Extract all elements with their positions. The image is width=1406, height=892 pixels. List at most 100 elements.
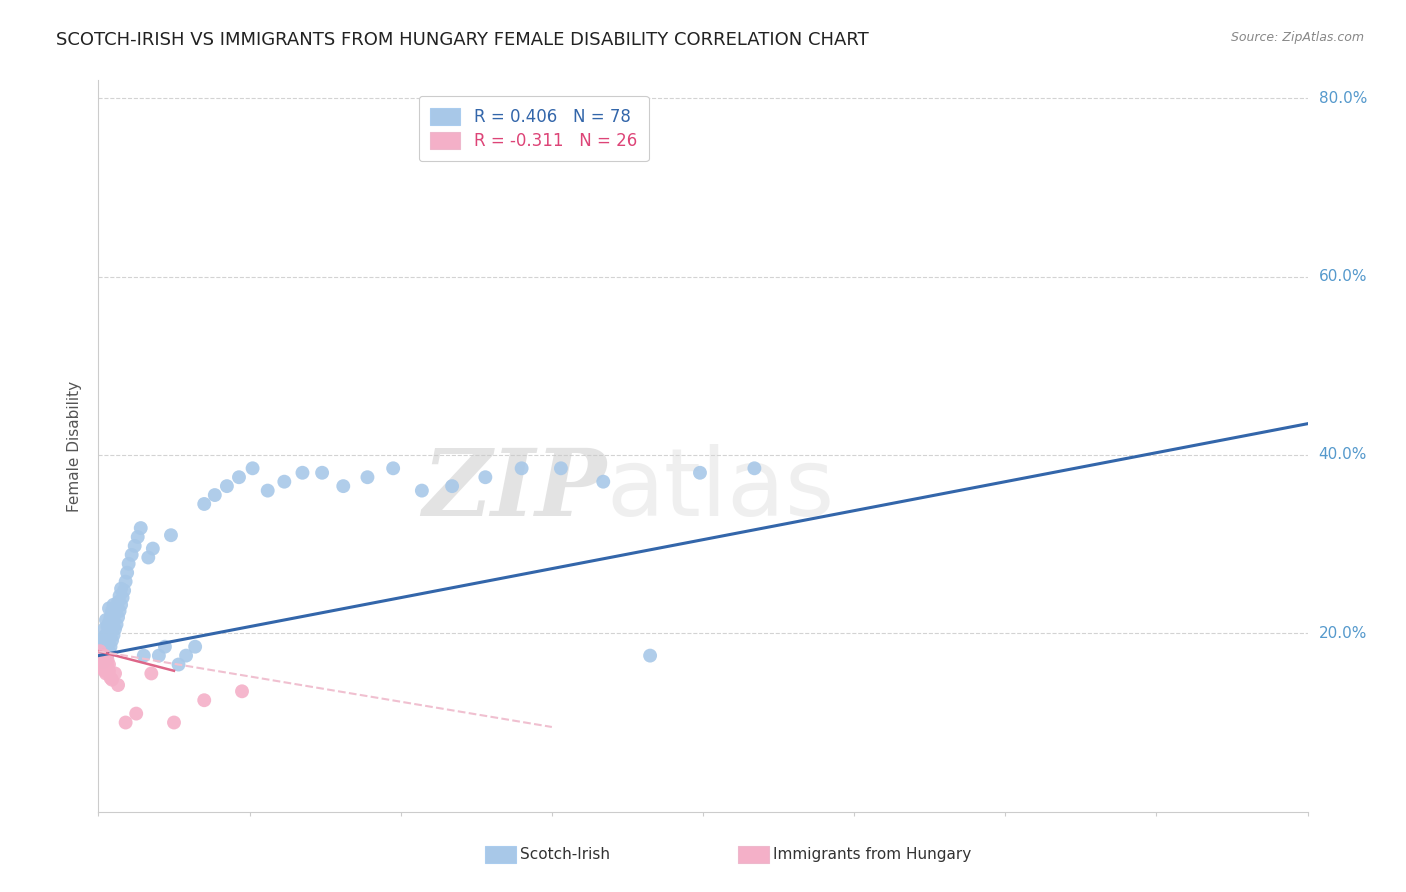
Point — [110, 582, 132, 596]
Point — [107, 595, 129, 609]
Point — [100, 610, 122, 624]
Point — [93, 622, 115, 636]
Point — [90, 648, 112, 663]
Point — [474, 470, 496, 484]
Point — [115, 566, 138, 580]
Text: 60.0%: 60.0% — [1319, 269, 1367, 284]
Point — [101, 673, 124, 687]
Point — [96, 635, 118, 649]
Point — [101, 604, 124, 618]
Point — [101, 633, 124, 648]
Point — [332, 479, 354, 493]
Text: Source: ZipAtlas.com: Source: ZipAtlas.com — [1230, 31, 1364, 45]
Point — [242, 461, 264, 475]
Point — [96, 648, 118, 662]
Text: ZIP: ZIP — [422, 445, 606, 535]
Point — [118, 557, 141, 571]
Point — [105, 601, 128, 615]
Point — [382, 461, 405, 475]
Text: 40.0%: 40.0% — [1319, 448, 1367, 462]
Point — [108, 604, 131, 618]
Point — [98, 657, 121, 672]
Point — [124, 539, 146, 553]
Point — [93, 664, 115, 678]
Point — [91, 653, 114, 667]
Point — [121, 548, 143, 562]
Point — [107, 610, 129, 624]
Point — [125, 706, 148, 721]
Point — [111, 591, 134, 605]
Point — [110, 598, 132, 612]
Point — [105, 617, 128, 632]
Point — [129, 521, 152, 535]
Point — [98, 664, 121, 678]
Point — [148, 648, 170, 663]
Point — [96, 619, 118, 633]
Point — [96, 653, 118, 667]
Point — [90, 633, 112, 648]
Point — [411, 483, 433, 498]
Point — [163, 715, 186, 730]
Point — [441, 479, 464, 493]
Point — [96, 659, 118, 673]
Text: atlas: atlas — [606, 444, 835, 536]
Text: SCOTCH-IRISH VS IMMIGRANTS FROM HUNGARY FEMALE DISABILITY CORRELATION CHART: SCOTCH-IRISH VS IMMIGRANTS FROM HUNGARY … — [56, 31, 869, 49]
Point — [90, 646, 112, 660]
Point — [104, 607, 127, 621]
Point — [103, 598, 125, 612]
Point — [101, 619, 124, 633]
Point — [94, 628, 117, 642]
Point — [174, 648, 197, 663]
Point — [90, 657, 112, 672]
Text: 80.0%: 80.0% — [1319, 91, 1367, 105]
Point — [104, 622, 127, 636]
Point — [141, 666, 163, 681]
Point — [100, 640, 122, 654]
Point — [184, 640, 207, 654]
Point — [94, 657, 117, 672]
Point — [215, 479, 238, 493]
Point — [91, 631, 114, 645]
Point — [638, 648, 661, 663]
Point — [89, 640, 111, 654]
Y-axis label: Female Disability: Female Disability — [67, 380, 83, 512]
Point — [91, 655, 114, 669]
Point — [193, 497, 215, 511]
Point — [136, 550, 159, 565]
Point — [114, 574, 136, 589]
Legend: R = 0.406   N = 78, R = -0.311   N = 26: R = 0.406 N = 78, R = -0.311 N = 26 — [419, 96, 648, 161]
Text: 20.0%: 20.0% — [1319, 626, 1367, 640]
Point — [689, 466, 711, 480]
Point — [114, 715, 136, 730]
Point — [103, 628, 125, 642]
Point — [153, 640, 176, 654]
Point — [98, 631, 121, 645]
Point — [98, 601, 121, 615]
Point — [93, 651, 115, 665]
Point — [108, 589, 131, 603]
Point — [103, 613, 125, 627]
Point — [93, 648, 115, 663]
Point — [98, 644, 121, 658]
Point — [231, 684, 253, 698]
Point — [93, 655, 115, 669]
Point — [204, 488, 226, 502]
Point — [100, 626, 122, 640]
Bar — [738, 846, 769, 863]
Point — [98, 615, 121, 630]
Point — [104, 666, 127, 681]
Point — [356, 470, 378, 484]
Point — [94, 666, 117, 681]
Point — [127, 530, 149, 544]
Bar — [485, 846, 516, 863]
Point — [311, 466, 333, 480]
Point — [89, 651, 111, 665]
Point — [100, 671, 122, 685]
Point — [744, 461, 766, 475]
Point — [550, 461, 572, 475]
Point — [510, 461, 533, 475]
Point — [94, 637, 117, 651]
Point — [94, 651, 117, 665]
Point — [94, 613, 117, 627]
Point — [93, 642, 115, 657]
